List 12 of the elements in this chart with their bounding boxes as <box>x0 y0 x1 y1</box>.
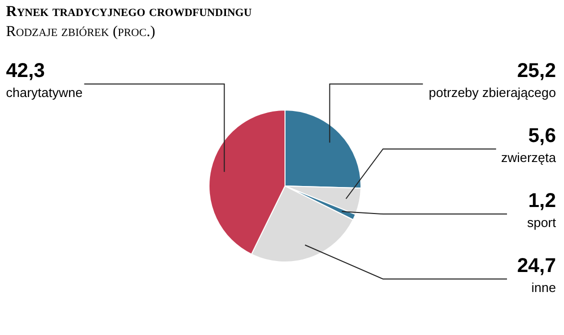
slice-label: charytatywne <box>6 85 83 100</box>
data-label: 42,3 <box>6 60 45 82</box>
data-label: 25,2 <box>517 60 556 82</box>
slice-label: inne <box>531 280 556 295</box>
slice-label: zwierzęta <box>501 150 557 165</box>
slice-label: sport <box>527 215 556 230</box>
chart-subtitle: Rodzaje zbiórek (proc.) <box>6 24 156 40</box>
data-label: 24,7 <box>517 255 556 277</box>
data-label: 5,6 <box>528 125 556 147</box>
chart-title: Rynek tradycyjnego crowdfundingu <box>6 4 252 20</box>
data-label: 1,2 <box>528 190 556 212</box>
slice-label: potrzeby zbierającego <box>428 85 556 100</box>
